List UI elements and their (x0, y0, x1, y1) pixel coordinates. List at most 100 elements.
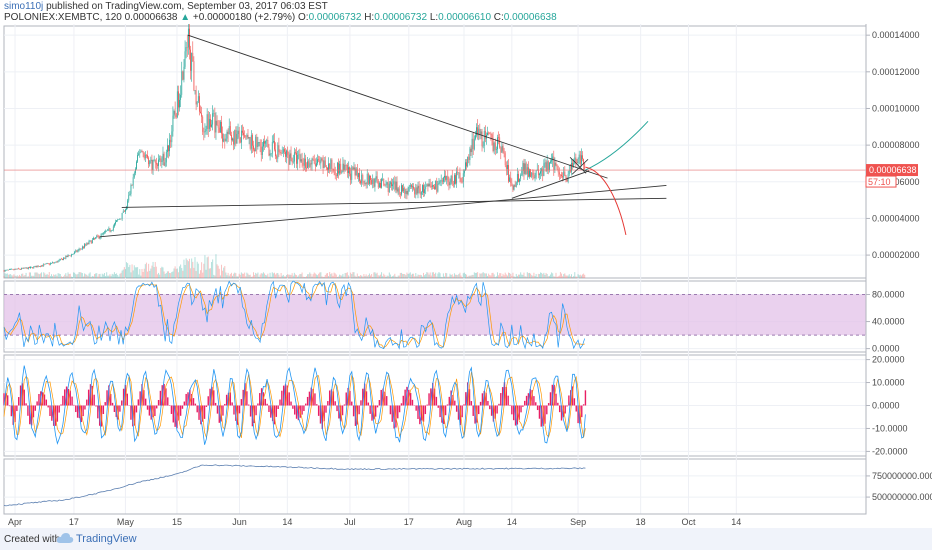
candle-body (387, 182, 389, 193)
candle-body (46, 263, 48, 264)
volume-bar (203, 263, 205, 278)
volume-bar (118, 276, 120, 278)
volume-bar (549, 274, 551, 278)
candle-body (431, 185, 433, 188)
volume-bar (29, 272, 31, 278)
candle-body (495, 149, 497, 150)
volume-bar (468, 275, 470, 278)
volume-bar (288, 274, 290, 278)
candle-body (310, 163, 312, 165)
volume-bar (358, 276, 360, 278)
candle-body (540, 171, 541, 174)
candle-body (362, 174, 364, 181)
volume-bar (569, 276, 571, 278)
macd-histogram-bar (148, 405, 151, 416)
volume-bar (523, 272, 525, 278)
volume-bar (78, 272, 80, 278)
volume-bar (463, 272, 465, 278)
macd-histogram-bar (135, 405, 138, 413)
volume-bar (268, 276, 270, 278)
volume-bar (140, 275, 142, 278)
volume-bar (566, 275, 568, 278)
macd-histogram-bar (124, 384, 127, 406)
chart-canvas[interactable]: Apr 17 May 15 Jun 14 Jul 17 Aug 14 Sep 18 Oct 14 0.000… (0, 24, 932, 528)
volume-bar (361, 275, 363, 278)
candle-body (521, 170, 523, 176)
macd-histogram-bar (255, 405, 257, 416)
macd-histogram-bar (352, 405, 355, 417)
volume-bar (193, 267, 195, 278)
macd-histogram-bar (393, 405, 395, 429)
volume-bar (353, 272, 355, 278)
macd-histogram-bar (297, 405, 300, 421)
macd-histogram-bar (332, 391, 335, 406)
candle-body (42, 265, 44, 267)
macd-histogram-bar (29, 405, 31, 425)
candle-body (579, 154, 581, 164)
macd-histogram-bar (478, 405, 480, 415)
volume-bar (247, 273, 249, 278)
volume-bar (522, 274, 524, 278)
macd-histogram-bar (487, 400, 489, 406)
macd-histogram-bar (178, 405, 180, 421)
candle-body (227, 131, 229, 135)
volume-bar (484, 273, 486, 278)
macd-histogram-bar (349, 390, 351, 406)
macd-histogram-bar (553, 384, 555, 406)
volume-bar (430, 275, 432, 278)
candle-body (79, 248, 81, 250)
candle-body (212, 113, 214, 125)
volume-bar (527, 273, 529, 278)
volume-bar (9, 274, 11, 278)
macd-histogram-bar (229, 392, 232, 406)
candle-body (119, 218, 121, 220)
candle-body (560, 174, 561, 176)
volume-bar (431, 272, 433, 278)
candle-body (430, 185, 432, 188)
macd-histogram-bar (584, 390, 587, 406)
candle-body (370, 175, 371, 180)
volume-bar (514, 276, 516, 278)
candle-body (99, 236, 101, 239)
volume-bar (526, 272, 528, 278)
symbol-label[interactable]: POLONIEX:XEMBTC, 120 (4, 12, 122, 23)
volume-bar (435, 272, 437, 278)
volume-bar (568, 274, 570, 278)
macd-histogram-bar (156, 405, 158, 409)
volume-bar (366, 276, 368, 278)
candle-body (41, 265, 42, 267)
volume-bar (139, 269, 141, 278)
candle-body (166, 145, 168, 152)
volume-bar (546, 273, 548, 278)
candle-body (202, 116, 204, 132)
candle-body (193, 61, 195, 91)
volume-bar (325, 273, 327, 278)
macd-histogram-bar (536, 405, 539, 411)
macd-histogram-bar (363, 383, 366, 406)
macd-histogram-bar (406, 386, 408, 406)
candle-body (380, 183, 381, 188)
volume-bar (532, 275, 534, 278)
candle-body (207, 114, 209, 129)
volume-bar (581, 274, 583, 278)
candle-body (340, 163, 342, 173)
volume-bar (286, 274, 288, 278)
candle-body (236, 134, 238, 144)
volume-bar (133, 265, 135, 278)
candle-body (378, 183, 380, 188)
volume-bar (240, 272, 242, 278)
volume-bar (212, 259, 214, 278)
author-link[interactable]: simo110j (4, 1, 44, 12)
tradingview-brand[interactable]: TradingView (76, 533, 137, 545)
candle-body (500, 147, 502, 153)
volume-bar (223, 267, 225, 278)
candle-body (128, 195, 130, 201)
volume-bar (130, 272, 132, 278)
candle-body (425, 186, 427, 190)
candle-body (70, 254, 72, 257)
candle-body (364, 183, 366, 184)
macd-histogram-bar (555, 393, 557, 406)
candle-body (575, 157, 577, 162)
macd-histogram-bar (494, 405, 496, 419)
volume-bar (257, 272, 259, 278)
